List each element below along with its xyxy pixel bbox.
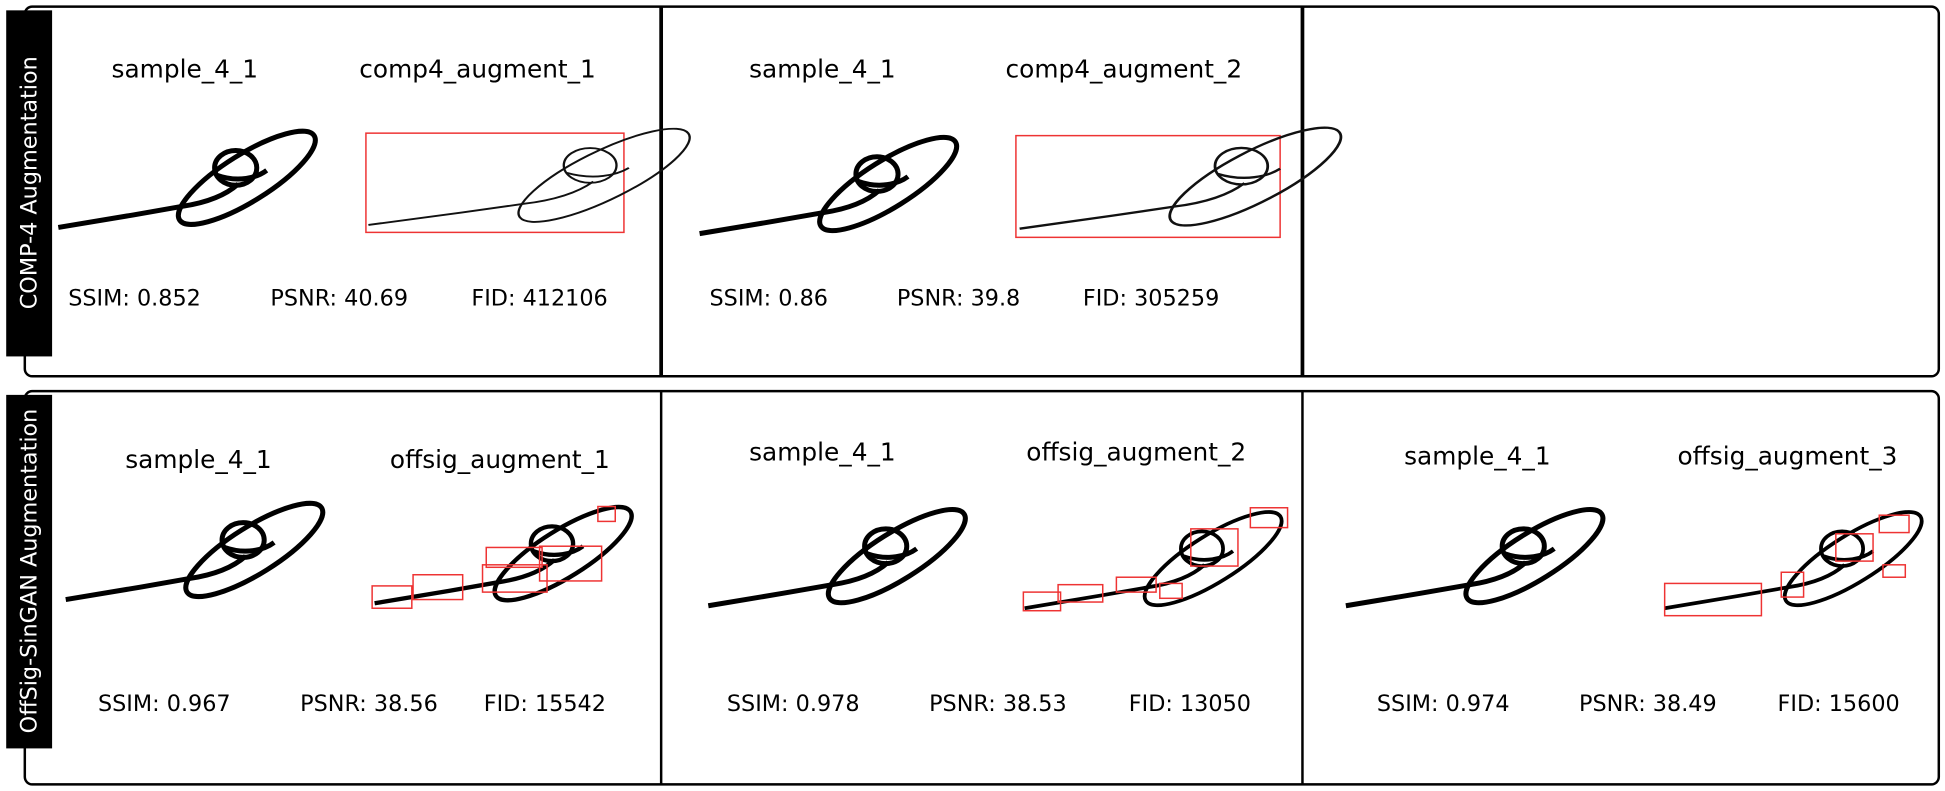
- caption: comp4_augment_1: [359, 54, 596, 83]
- row-frame: [23, 389, 1941, 786]
- metric: FID: 305259: [1083, 286, 1219, 312]
- bbox-group: [1022, 507, 1289, 612]
- caption: offsig_augment_1: [390, 445, 610, 474]
- metric: PSNR: 38.56: [300, 691, 438, 717]
- row-frame: [23, 5, 1941, 378]
- metric: FID: 13050: [1129, 691, 1251, 717]
- row-label: COMP-4 Augmentation: [16, 56, 42, 309]
- bbox: [365, 132, 625, 234]
- caption: sample_4_1: [1404, 441, 1551, 470]
- metric: PSNR: 38.53: [929, 691, 1067, 717]
- row-label: OffSig-SinGAN Augmentation: [16, 409, 42, 734]
- signature: [708, 494, 976, 618]
- row-label-bar: [6, 394, 53, 749]
- metric: FID: 412106: [471, 286, 607, 312]
- caption: offsig_augment_3: [1678, 441, 1898, 470]
- caption: comp4_augment_2: [1006, 54, 1243, 83]
- caption: sample_4_1: [749, 438, 896, 467]
- metric: SSIM: 0.86: [710, 286, 828, 312]
- metric: SSIM: 0.852: [68, 286, 201, 312]
- metric: FID: 15542: [484, 691, 606, 717]
- metric: PSNR: 39.8: [897, 286, 1020, 312]
- bbox: [1015, 134, 1281, 239]
- signature: [58, 116, 326, 240]
- metric: FID: 15600: [1778, 691, 1900, 717]
- metric: PSNR: 38.49: [1579, 691, 1717, 717]
- signature: [66, 488, 334, 612]
- signature: [375, 492, 643, 616]
- caption: sample_4_1: [112, 54, 259, 83]
- bbox-group: [371, 505, 616, 609]
- signature: [367, 112, 706, 239]
- caption: sample_4_1: [749, 54, 896, 83]
- metric: SSIM: 0.978: [727, 691, 860, 717]
- row-label-bar: [6, 10, 53, 357]
- caption: sample_4_1: [125, 445, 272, 474]
- metric: SSIM: 0.967: [98, 691, 231, 717]
- metric: PSNR: 40.69: [270, 286, 408, 312]
- signature: [700, 122, 968, 246]
- signature: [1018, 110, 1357, 244]
- bbox-group: [1663, 514, 1910, 617]
- caption: offsig_augment_2: [1026, 438, 1246, 467]
- metric: SSIM: 0.974: [1377, 691, 1510, 717]
- signature: [1346, 494, 1614, 618]
